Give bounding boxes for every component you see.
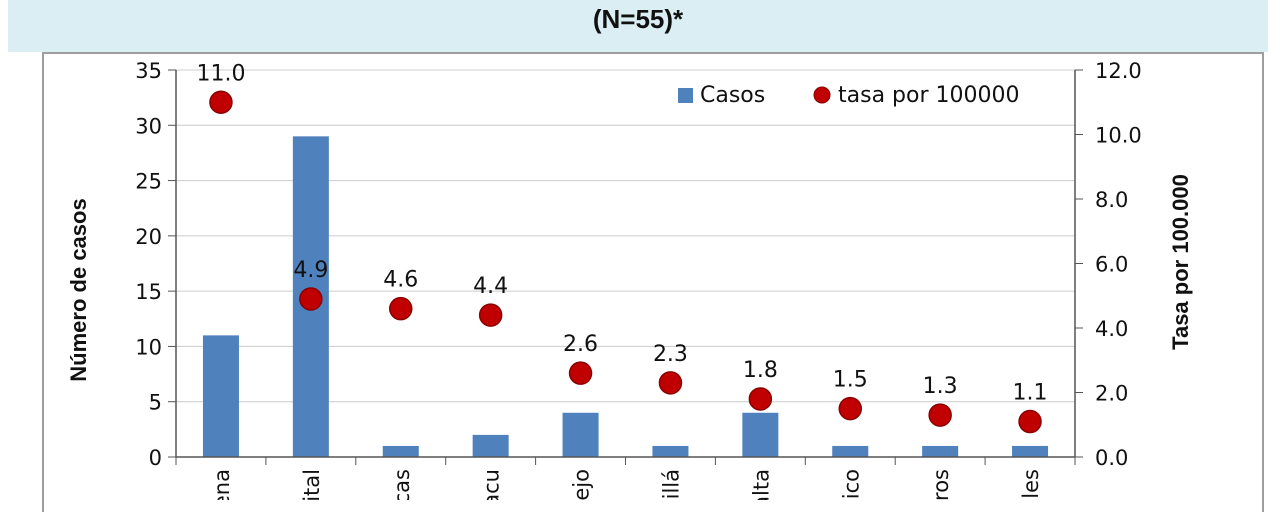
axes: 0 5 10 15 20 25 30 35 0.0 2.0 4.0 6.0 8.0 10.0 12.0 ena… <box>135 59 1142 500</box>
y-tick-label: 25 <box>135 170 162 194</box>
x-tick-label: acu <box>480 469 504 500</box>
bar-casos <box>382 445 419 457</box>
dot-tasa <box>838 396 862 421</box>
data-label: 1.3 <box>923 374 958 399</box>
x-tick-label: cas <box>390 469 414 500</box>
x-tick-label: les <box>1019 469 1043 499</box>
y2-tick-label: 2.0 <box>1095 382 1128 406</box>
dot-tasa <box>209 90 233 114</box>
x-tick-label: ital <box>300 469 324 500</box>
bar-casos <box>202 335 239 457</box>
title-bar: (N=55)* <box>8 0 1268 52</box>
bar-casos <box>832 445 869 457</box>
dot-tasa <box>478 303 503 327</box>
dot-tasa <box>389 296 413 321</box>
data-label: 4.9 <box>293 258 328 283</box>
legend-swatch-casos <box>678 88 693 103</box>
data-label: 11.0 <box>196 61 245 86</box>
legend: Casos tasa por 100000 <box>678 83 1020 108</box>
y-tick-label: 0 <box>149 446 162 470</box>
dot-tasa <box>748 387 773 411</box>
legend-swatch-tasa <box>813 86 831 104</box>
data-label: 4.4 <box>473 274 508 299</box>
rate-series <box>209 90 1042 434</box>
bar-casos <box>742 412 779 457</box>
y-tick-label: 5 <box>149 391 162 415</box>
y2-tick-label: 10.0 <box>1095 124 1142 148</box>
combo-chart: 0 5 10 15 20 25 30 35 0.0 2.0 4.0 6.0 8.0 10.0 12.0 ena… <box>66 59 1193 500</box>
chart-title: (N=55)* <box>592 4 684 34</box>
data-label: 1.1 <box>1013 381 1048 406</box>
y-tick-label: 10 <box>135 335 162 359</box>
y2-axis-title: Tasa por 100.000 <box>1168 174 1193 350</box>
x-tick-label: alta <box>749 469 773 500</box>
dot-tasa <box>568 361 593 385</box>
dot-tasa <box>299 287 323 311</box>
data-label: 1.8 <box>743 358 778 383</box>
bar-casos <box>922 445 959 457</box>
x-tick-label: ejo <box>570 469 594 500</box>
data-label: 1.5 <box>833 368 868 393</box>
y-tick-label: 15 <box>135 280 162 304</box>
legend-label-casos: Casos <box>700 83 765 108</box>
x-tick-label: illá <box>659 469 683 499</box>
x-tick-label: ros <box>929 469 953 500</box>
data-label: 4.6 <box>383 268 418 293</box>
data-labels: 11.0 4.9 4.6 4.4 2.6 2.3 1.8 1.5 1.3 1.1 <box>196 61 1047 405</box>
bar-casos <box>562 412 599 457</box>
y2-tick-label: 6.0 <box>1095 253 1128 277</box>
y2-tick-label: 12.0 <box>1095 59 1142 83</box>
x-tick-label: ico <box>839 469 863 499</box>
y2-tick-label: 8.0 <box>1095 188 1128 212</box>
x-tick-label: ena <box>210 469 234 500</box>
data-label: 2.6 <box>563 332 598 357</box>
bar-series <box>202 136 1049 458</box>
bar-casos <box>472 434 509 457</box>
bar-casos <box>652 445 689 457</box>
y2-tick-label: 4.0 <box>1095 317 1128 341</box>
y-axis-title: Número de casos <box>66 198 91 381</box>
y-tick-label: 30 <box>135 114 162 138</box>
dot-tasa <box>1018 409 1042 434</box>
dot-tasa <box>928 403 952 427</box>
bar-casos <box>1012 445 1049 457</box>
y-tick-label: 35 <box>135 59 162 83</box>
data-label: 2.3 <box>653 342 688 367</box>
y-tick-label: 20 <box>135 225 162 249</box>
legend-label-tasa: tasa por 100000 <box>838 83 1020 108</box>
y2-tick-label: 0.0 <box>1095 446 1128 470</box>
dot-tasa <box>658 371 683 395</box>
chart-frame <box>42 52 1264 512</box>
